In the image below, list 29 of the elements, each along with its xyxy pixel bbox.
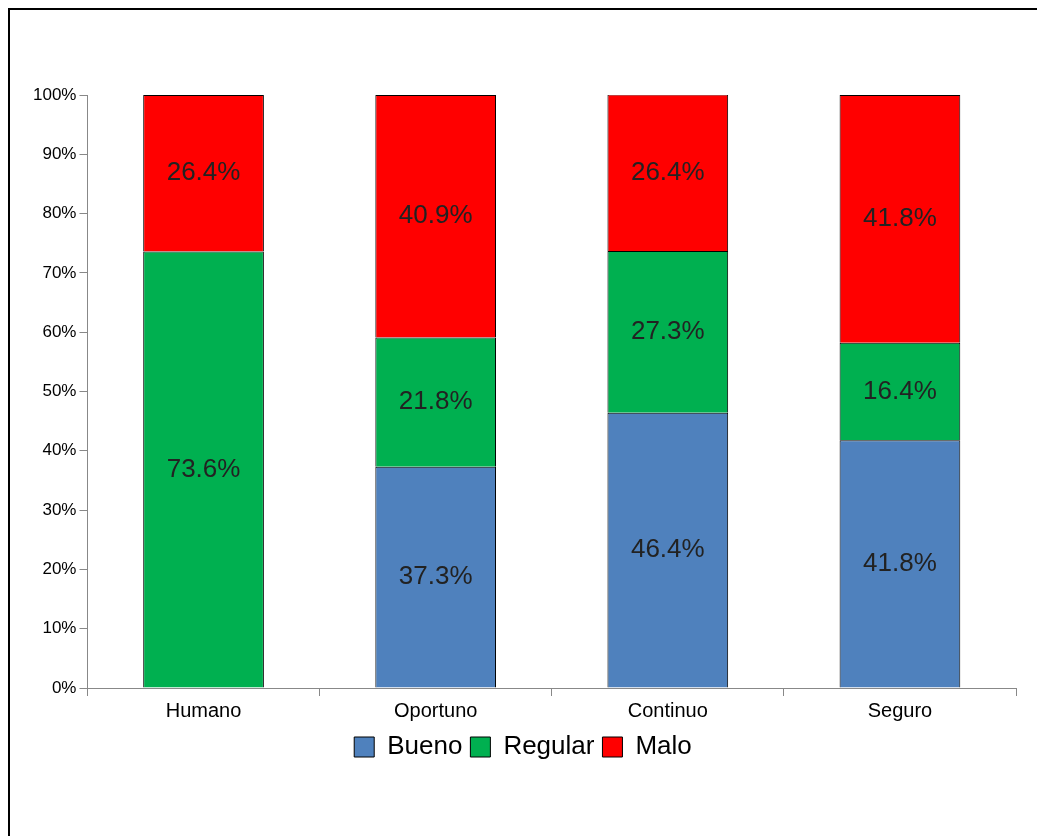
y-tick-label: 50% — [42, 381, 77, 401]
x-tick-label: Oportuno — [393, 698, 478, 721]
y-tick-label: 30% — [42, 499, 77, 519]
x-tick-label: Seguro — [867, 698, 933, 721]
data-label: 46.4% — [630, 533, 705, 564]
legend-label: Regular — [503, 730, 595, 761]
data-label: 41.8% — [863, 202, 937, 233]
y-tick-label: 0% — [51, 677, 77, 697]
y-tick-label: 90% — [42, 143, 77, 163]
data-label: 26.4% — [166, 156, 241, 187]
data-label: 21.8% — [398, 385, 473, 416]
y-tick-label: 20% — [42, 559, 77, 579]
data-label: 40.9% — [398, 199, 473, 230]
y-tick-label: 70% — [42, 262, 77, 282]
y-tick-label: 40% — [42, 440, 77, 460]
data-label: 16.4% — [863, 374, 937, 405]
data-label: 73.6% — [166, 452, 241, 483]
data-label: 27.3% — [630, 315, 705, 346]
y-tick-label: 100% — [33, 84, 77, 104]
data-label: 26.4% — [630, 155, 705, 186]
data-label: 41.8% — [863, 546, 937, 577]
x-tick-label: Humano — [165, 698, 242, 721]
x-tick-label: Continuo — [627, 698, 708, 721]
legend-label: Bueno — [387, 730, 463, 761]
data-label: 37.3% — [398, 560, 473, 591]
y-tick-label: 80% — [42, 203, 77, 223]
y-tick-label: 60% — [42, 321, 77, 341]
legend-label: Malo — [635, 730, 692, 761]
y-tick-label: 10% — [42, 618, 77, 638]
